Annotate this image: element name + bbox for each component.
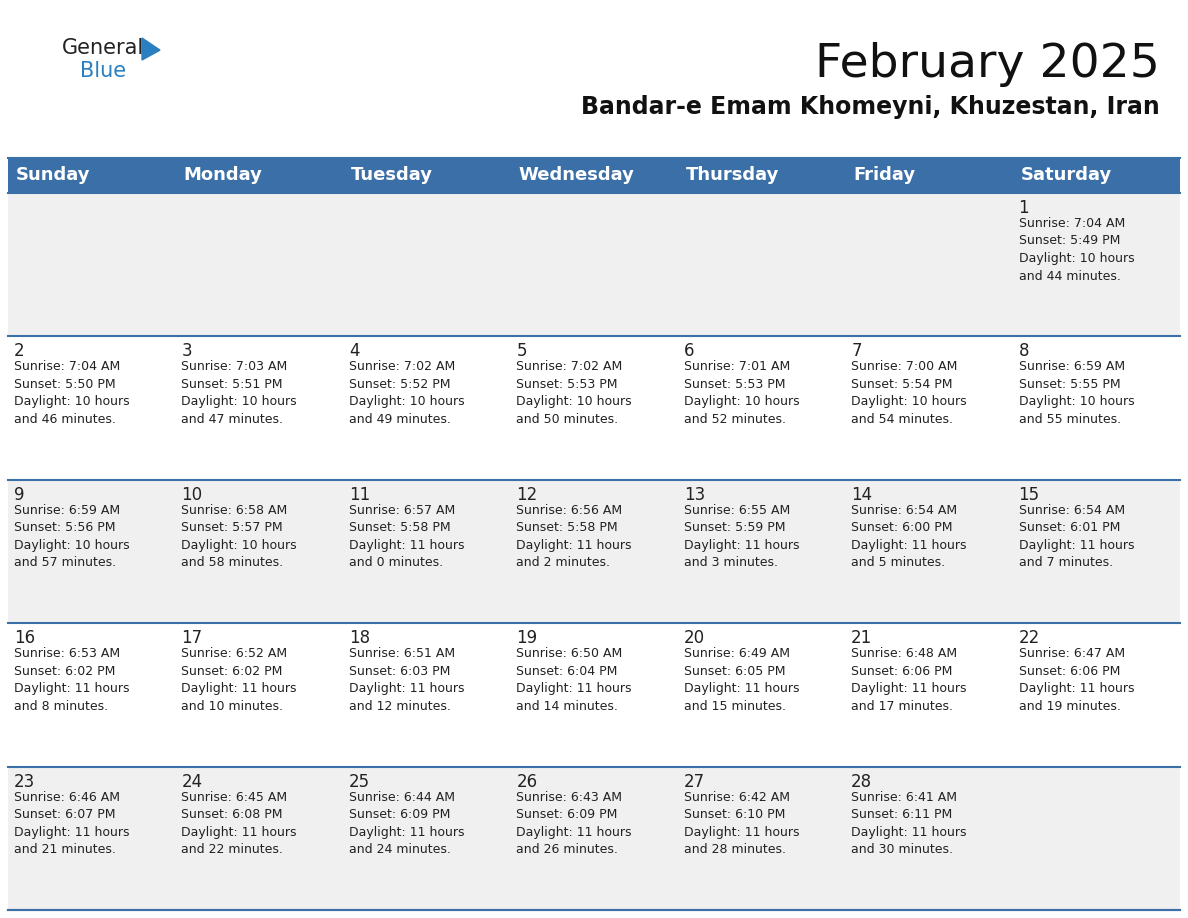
Text: February 2025: February 2025 xyxy=(815,42,1159,87)
Text: Sunrise: 6:59 AM
Sunset: 5:55 PM
Daylight: 10 hours
and 55 minutes.: Sunrise: 6:59 AM Sunset: 5:55 PM Dayligh… xyxy=(1018,361,1135,426)
Text: 13: 13 xyxy=(684,486,704,504)
Text: Sunrise: 6:53 AM
Sunset: 6:02 PM
Daylight: 11 hours
and 8 minutes.: Sunrise: 6:53 AM Sunset: 6:02 PM Dayligh… xyxy=(14,647,129,712)
Text: 5: 5 xyxy=(517,342,526,361)
Text: 21: 21 xyxy=(851,629,872,647)
Text: 11: 11 xyxy=(349,486,371,504)
Text: 17: 17 xyxy=(182,629,202,647)
Text: Saturday: Saturday xyxy=(1020,166,1112,185)
Text: Sunrise: 6:47 AM
Sunset: 6:06 PM
Daylight: 11 hours
and 19 minutes.: Sunrise: 6:47 AM Sunset: 6:06 PM Dayligh… xyxy=(1018,647,1135,712)
Text: Wednesday: Wednesday xyxy=(518,166,634,185)
Text: Sunrise: 6:44 AM
Sunset: 6:09 PM
Daylight: 11 hours
and 24 minutes.: Sunrise: 6:44 AM Sunset: 6:09 PM Dayligh… xyxy=(349,790,465,856)
Text: Sunrise: 6:55 AM
Sunset: 5:59 PM
Daylight: 11 hours
and 3 minutes.: Sunrise: 6:55 AM Sunset: 5:59 PM Dayligh… xyxy=(684,504,800,569)
Text: 14: 14 xyxy=(851,486,872,504)
Text: Monday: Monday xyxy=(183,166,263,185)
Text: 28: 28 xyxy=(851,773,872,790)
Text: 23: 23 xyxy=(14,773,36,790)
Text: 10: 10 xyxy=(182,486,202,504)
Text: Sunrise: 6:43 AM
Sunset: 6:09 PM
Daylight: 11 hours
and 26 minutes.: Sunrise: 6:43 AM Sunset: 6:09 PM Dayligh… xyxy=(517,790,632,856)
Bar xyxy=(8,767,1180,910)
Text: 25: 25 xyxy=(349,773,369,790)
Text: 15: 15 xyxy=(1018,486,1040,504)
Text: 16: 16 xyxy=(14,629,36,647)
Bar xyxy=(8,623,1180,767)
Text: Bandar-e Emam Khomeyni, Khuzestan, Iran: Bandar-e Emam Khomeyni, Khuzestan, Iran xyxy=(581,95,1159,119)
Text: Sunrise: 7:02 AM
Sunset: 5:52 PM
Daylight: 10 hours
and 49 minutes.: Sunrise: 7:02 AM Sunset: 5:52 PM Dayligh… xyxy=(349,361,465,426)
Text: Sunrise: 7:04 AM
Sunset: 5:50 PM
Daylight: 10 hours
and 46 minutes.: Sunrise: 7:04 AM Sunset: 5:50 PM Dayligh… xyxy=(14,361,129,426)
Text: 20: 20 xyxy=(684,629,704,647)
Bar xyxy=(8,158,1180,193)
Text: General: General xyxy=(62,38,144,58)
Text: Blue: Blue xyxy=(80,61,126,81)
Text: Sunrise: 7:02 AM
Sunset: 5:53 PM
Daylight: 10 hours
and 50 minutes.: Sunrise: 7:02 AM Sunset: 5:53 PM Dayligh… xyxy=(517,361,632,426)
Text: 18: 18 xyxy=(349,629,369,647)
Text: Sunrise: 6:54 AM
Sunset: 6:00 PM
Daylight: 11 hours
and 5 minutes.: Sunrise: 6:54 AM Sunset: 6:00 PM Dayligh… xyxy=(851,504,967,569)
Text: Sunrise: 6:54 AM
Sunset: 6:01 PM
Daylight: 11 hours
and 7 minutes.: Sunrise: 6:54 AM Sunset: 6:01 PM Dayligh… xyxy=(1018,504,1135,569)
Bar xyxy=(8,336,1180,480)
Text: 7: 7 xyxy=(851,342,861,361)
Text: 3: 3 xyxy=(182,342,192,361)
Bar xyxy=(8,480,1180,623)
Text: Sunrise: 6:48 AM
Sunset: 6:06 PM
Daylight: 11 hours
and 17 minutes.: Sunrise: 6:48 AM Sunset: 6:06 PM Dayligh… xyxy=(851,647,967,712)
Text: Sunrise: 6:50 AM
Sunset: 6:04 PM
Daylight: 11 hours
and 14 minutes.: Sunrise: 6:50 AM Sunset: 6:04 PM Dayligh… xyxy=(517,647,632,712)
Text: Friday: Friday xyxy=(853,166,915,185)
Text: Sunrise: 6:56 AM
Sunset: 5:58 PM
Daylight: 11 hours
and 2 minutes.: Sunrise: 6:56 AM Sunset: 5:58 PM Dayligh… xyxy=(517,504,632,569)
Text: Sunrise: 6:41 AM
Sunset: 6:11 PM
Daylight: 11 hours
and 30 minutes.: Sunrise: 6:41 AM Sunset: 6:11 PM Dayligh… xyxy=(851,790,967,856)
Text: 1: 1 xyxy=(1018,199,1029,217)
Text: Sunrise: 6:59 AM
Sunset: 5:56 PM
Daylight: 10 hours
and 57 minutes.: Sunrise: 6:59 AM Sunset: 5:56 PM Dayligh… xyxy=(14,504,129,569)
Bar xyxy=(8,193,1180,336)
Text: Sunday: Sunday xyxy=(15,166,90,185)
Text: Thursday: Thursday xyxy=(685,166,779,185)
Text: 2: 2 xyxy=(14,342,25,361)
Text: 6: 6 xyxy=(684,342,694,361)
Text: 27: 27 xyxy=(684,773,704,790)
Text: Sunrise: 6:49 AM
Sunset: 6:05 PM
Daylight: 11 hours
and 15 minutes.: Sunrise: 6:49 AM Sunset: 6:05 PM Dayligh… xyxy=(684,647,800,712)
Text: Sunrise: 6:52 AM
Sunset: 6:02 PM
Daylight: 11 hours
and 10 minutes.: Sunrise: 6:52 AM Sunset: 6:02 PM Dayligh… xyxy=(182,647,297,712)
Text: 24: 24 xyxy=(182,773,202,790)
Text: 8: 8 xyxy=(1018,342,1029,361)
Polygon shape xyxy=(143,38,160,60)
Text: 9: 9 xyxy=(14,486,25,504)
Text: 22: 22 xyxy=(1018,629,1040,647)
Text: Sunrise: 7:03 AM
Sunset: 5:51 PM
Daylight: 10 hours
and 47 minutes.: Sunrise: 7:03 AM Sunset: 5:51 PM Dayligh… xyxy=(182,361,297,426)
Text: Sunrise: 7:00 AM
Sunset: 5:54 PM
Daylight: 10 hours
and 54 minutes.: Sunrise: 7:00 AM Sunset: 5:54 PM Dayligh… xyxy=(851,361,967,426)
Text: Sunrise: 6:46 AM
Sunset: 6:07 PM
Daylight: 11 hours
and 21 minutes.: Sunrise: 6:46 AM Sunset: 6:07 PM Dayligh… xyxy=(14,790,129,856)
Text: Sunrise: 6:45 AM
Sunset: 6:08 PM
Daylight: 11 hours
and 22 minutes.: Sunrise: 6:45 AM Sunset: 6:08 PM Dayligh… xyxy=(182,790,297,856)
Text: Sunrise: 6:57 AM
Sunset: 5:58 PM
Daylight: 11 hours
and 0 minutes.: Sunrise: 6:57 AM Sunset: 5:58 PM Dayligh… xyxy=(349,504,465,569)
Text: 4: 4 xyxy=(349,342,359,361)
Text: Tuesday: Tuesday xyxy=(350,166,432,185)
Text: 12: 12 xyxy=(517,486,537,504)
Text: 26: 26 xyxy=(517,773,537,790)
Text: 19: 19 xyxy=(517,629,537,647)
Text: Sunrise: 7:01 AM
Sunset: 5:53 PM
Daylight: 10 hours
and 52 minutes.: Sunrise: 7:01 AM Sunset: 5:53 PM Dayligh… xyxy=(684,361,800,426)
Text: Sunrise: 6:58 AM
Sunset: 5:57 PM
Daylight: 10 hours
and 58 minutes.: Sunrise: 6:58 AM Sunset: 5:57 PM Dayligh… xyxy=(182,504,297,569)
Text: Sunrise: 6:42 AM
Sunset: 6:10 PM
Daylight: 11 hours
and 28 minutes.: Sunrise: 6:42 AM Sunset: 6:10 PM Dayligh… xyxy=(684,790,800,856)
Text: Sunrise: 7:04 AM
Sunset: 5:49 PM
Daylight: 10 hours
and 44 minutes.: Sunrise: 7:04 AM Sunset: 5:49 PM Dayligh… xyxy=(1018,217,1135,283)
Text: Sunrise: 6:51 AM
Sunset: 6:03 PM
Daylight: 11 hours
and 12 minutes.: Sunrise: 6:51 AM Sunset: 6:03 PM Dayligh… xyxy=(349,647,465,712)
